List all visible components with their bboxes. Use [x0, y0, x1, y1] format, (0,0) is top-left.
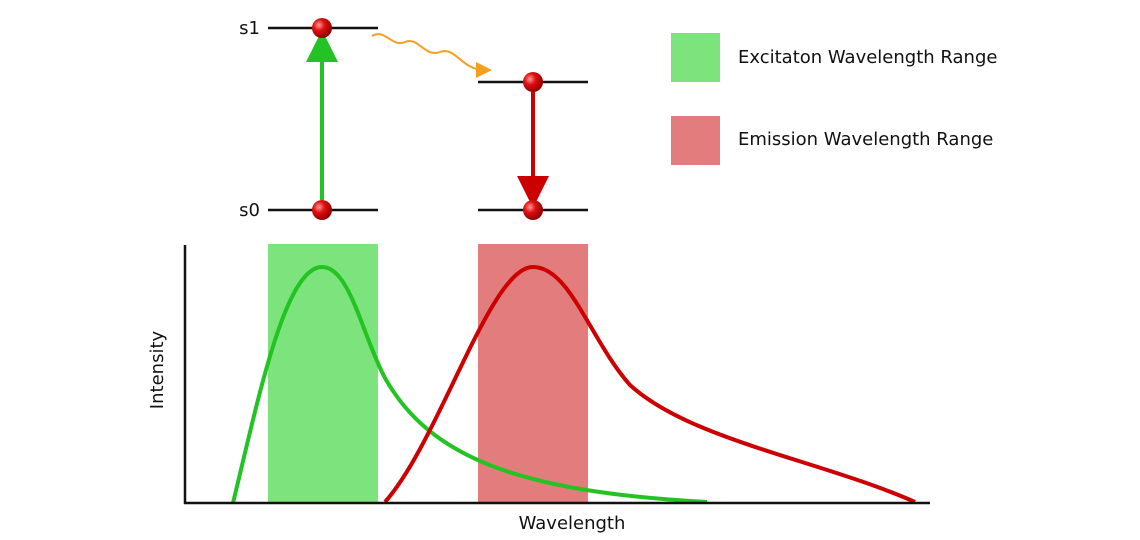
legend-swatch: [671, 116, 720, 165]
energy-diagram: [268, 26, 588, 212]
excitation-curve: [231, 264, 708, 504]
relaxation-arrow: [371, 33, 492, 78]
electron: [312, 18, 332, 38]
excitation-band: [268, 244, 378, 503]
emission-band: [478, 244, 588, 503]
y-axis-label: Intensity: [147, 330, 168, 409]
level-label: s0: [239, 200, 260, 221]
legend-swatch: [671, 33, 720, 82]
legend-label: Excitaton Wavelength Range: [738, 47, 997, 68]
level-label: s1: [239, 18, 260, 39]
electron: [312, 200, 332, 220]
x-axis-label: Wavelength: [519, 513, 626, 534]
electron: [523, 72, 543, 92]
electron: [523, 200, 543, 220]
legend-label: Emission Wavelength Range: [738, 129, 993, 150]
emission-curve: [383, 264, 916, 504]
